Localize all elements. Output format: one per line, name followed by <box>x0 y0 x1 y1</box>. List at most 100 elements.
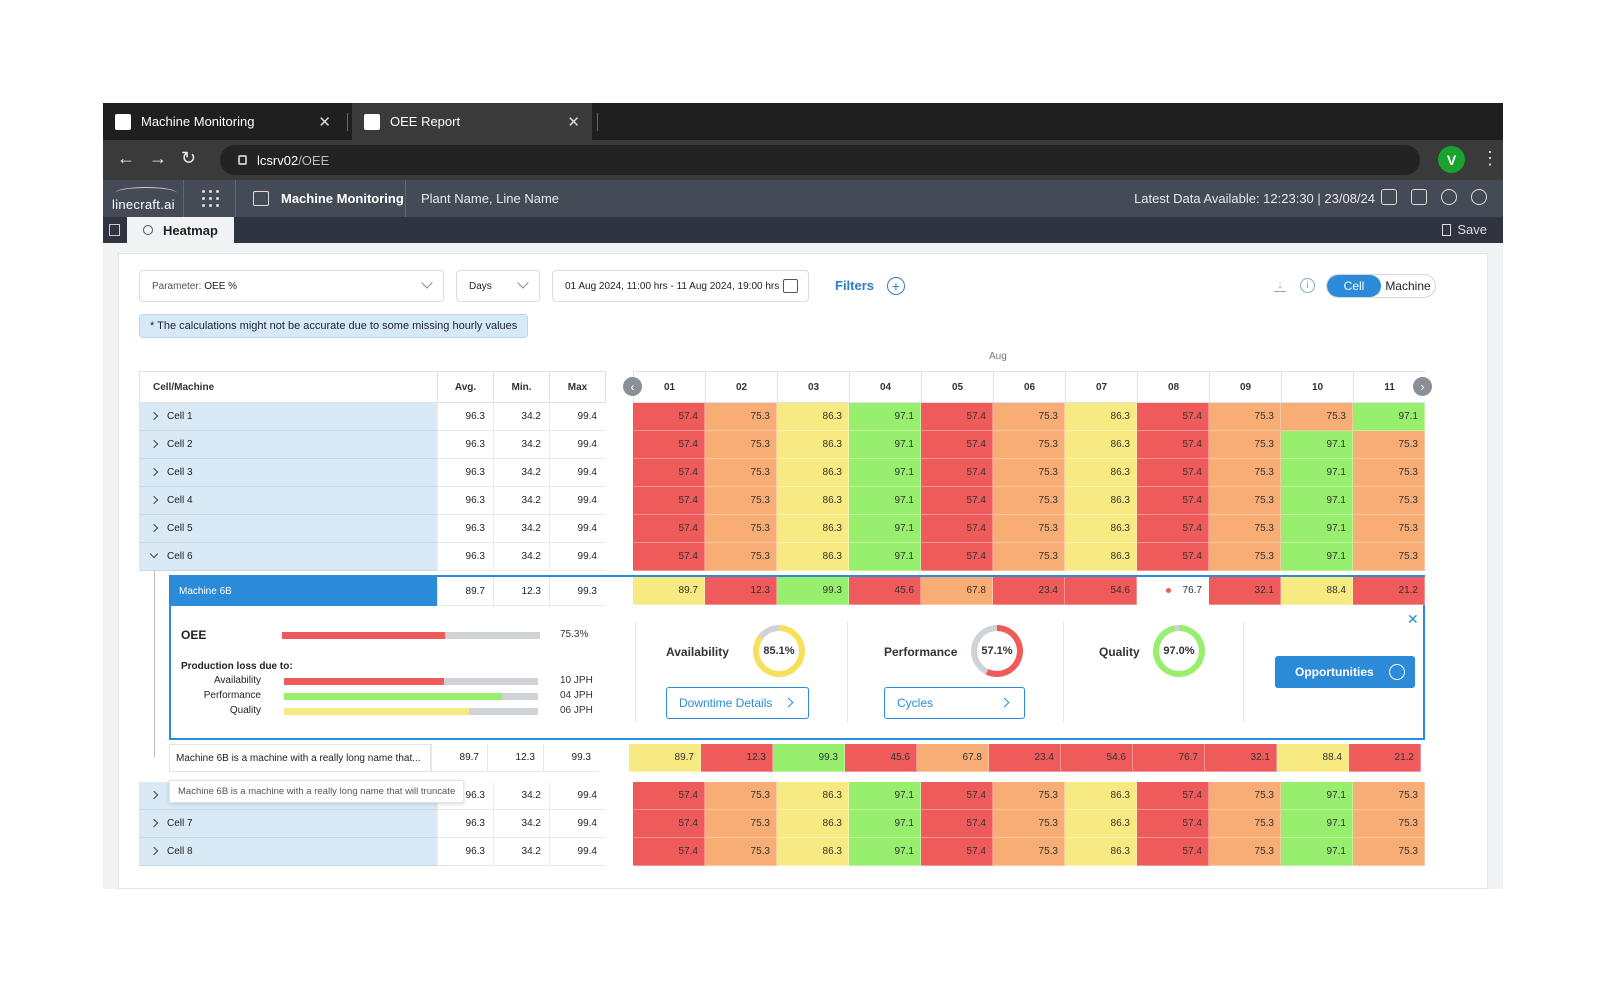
heat-cell[interactable]: 57.4 <box>921 403 993 431</box>
heat-cell[interactable]: 75.3 <box>993 810 1065 838</box>
heat-cell[interactable]: 57.4 <box>1137 487 1209 515</box>
tab-close-icon[interactable]: ✕ <box>318 114 331 131</box>
heat-cell[interactable]: 57.4 <box>1137 459 1209 487</box>
heat-cell[interactable]: 57.4 <box>1137 782 1209 810</box>
prev-days-button[interactable]: ‹ <box>623 377 642 396</box>
heat-cell[interactable]: 57.4 <box>921 487 993 515</box>
heat-cell[interactable]: 86.3 <box>1065 543 1137 571</box>
heat-cell[interactable]: 57.4 <box>921 810 993 838</box>
heat-cell[interactable]: 12.3 <box>701 744 773 772</box>
heat-cell[interactable]: 97.1 <box>1281 838 1353 866</box>
chevron-down-icon[interactable] <box>149 549 159 559</box>
heat-cell[interactable]: 75.3 <box>1353 782 1425 810</box>
machine-row-long-name[interactable]: Machine 6B is a machine with a really lo… <box>169 744 1425 772</box>
table-row[interactable]: Cell 8 96.3 34.2 99.4 <box>139 838 606 866</box>
heat-cell[interactable]: 89.7 <box>633 577 705 605</box>
megaphone-icon[interactable] <box>1381 189 1397 205</box>
forward-arrow-icon[interactable]: → <box>149 148 167 168</box>
add-filter-icon[interactable]: + <box>887 277 905 295</box>
heat-cell[interactable]: 97.1 <box>849 487 921 515</box>
heat-cell[interactable]: 67.8 <box>917 744 989 772</box>
machine-name[interactable]: Machine 6B <box>171 577 437 606</box>
heat-cell[interactable]: 54.6 <box>1065 577 1137 605</box>
gear-icon[interactable] <box>1471 189 1487 205</box>
heat-cell[interactable]: 86.3 <box>777 810 849 838</box>
heat-cell[interactable]: 57.4 <box>921 515 993 543</box>
back-arrow-icon[interactable]: ← <box>117 148 135 168</box>
parameter-select[interactable]: Parameter: OEE % <box>139 270 444 302</box>
heat-cell[interactable]: 12.3 <box>705 577 777 605</box>
machine-row-selected[interactable]: Machine 6B 89.7 12.3 99.3 89.7 12.3 99.3 45… <box>171 577 1425 606</box>
heat-cell[interactable]: 97.1 <box>1281 515 1353 543</box>
heat-cell[interactable]: 86.3 <box>1065 431 1137 459</box>
chevron-right-icon[interactable] <box>149 411 159 421</box>
table-row[interactable]: Cell 5 96.3 34.2 99.4 <box>139 515 606 543</box>
heat-cell[interactable]: 32.1 <box>1205 744 1277 772</box>
chevron-right-icon[interactable] <box>149 495 159 505</box>
heat-cell[interactable]: 57.4 <box>1137 838 1209 866</box>
heat-cell[interactable]: 75.3 <box>993 543 1065 571</box>
heat-cell[interactable]: 57.4 <box>921 543 993 571</box>
heat-cell[interactable]: 57.4 <box>921 431 993 459</box>
heat-cell[interactable]: 97.1 <box>849 782 921 810</box>
heat-cell[interactable]: 75.3 <box>993 459 1065 487</box>
heat-cell[interactable]: 99.3 <box>777 577 849 605</box>
save-button[interactable]: Save <box>1442 222 1487 237</box>
heat-cell[interactable]: 75.3 <box>1353 515 1425 543</box>
heat-cell[interactable]: 76.7 <box>1137 577 1209 605</box>
table-row[interactable]: Cell 7 96.3 34.2 99.4 <box>139 810 606 838</box>
heat-cell[interactable]: 75.3 <box>1353 543 1425 571</box>
heat-cell[interactable]: 75.3 <box>705 782 777 810</box>
heat-cell[interactable]: 57.4 <box>633 782 705 810</box>
heat-cell[interactable]: 86.3 <box>777 838 849 866</box>
heat-cell[interactable]: 97.1 <box>849 431 921 459</box>
heat-cell[interactable]: 97.1 <box>1281 487 1353 515</box>
date-range-picker[interactable]: 01 Aug 2024, 11:00 hrs - 11 Aug 2024, 19… <box>552 270 809 302</box>
heat-cell[interactable]: 97.1 <box>1281 543 1353 571</box>
url-field[interactable]: lcsrv02 /OEE <box>220 145 1420 175</box>
module-title[interactable]: Machine Monitoring <box>281 191 404 206</box>
table-row[interactable]: Cell 4 96.3 34.2 99.4 <box>139 487 606 515</box>
heat-cell[interactable]: 97.1 <box>849 403 921 431</box>
heat-cell[interactable]: 57.4 <box>633 403 705 431</box>
heat-cell[interactable]: 75.3 <box>705 431 777 459</box>
filters-button[interactable]: Filters <box>835 278 875 293</box>
heat-cell[interactable]: 97.1 <box>1281 459 1353 487</box>
heat-cell[interactable]: 75.3 <box>1353 459 1425 487</box>
heat-cell[interactable]: 76.7 <box>1133 744 1205 772</box>
heat-cell[interactable]: 45.6 <box>845 744 917 772</box>
heat-cell[interactable]: 89.7 <box>629 744 701 772</box>
heat-cell[interactable]: 21.2 <box>1349 744 1421 772</box>
heat-cell[interactable]: 75.3 <box>705 459 777 487</box>
cell-name[interactable]: Cell 8 <box>139 838 437 866</box>
heat-cell[interactable]: 75.3 <box>993 487 1065 515</box>
heat-cell[interactable]: 57.4 <box>633 459 705 487</box>
heat-cell[interactable]: 75.3 <box>1209 838 1281 866</box>
chevron-right-icon[interactable] <box>149 467 159 477</box>
next-days-button[interactable]: › <box>1413 377 1432 396</box>
heat-cell[interactable]: 75.3 <box>705 543 777 571</box>
downtime-details-button[interactable]: Downtime Details <box>666 687 809 719</box>
toggle-cell[interactable]: Cell <box>1327 275 1381 297</box>
heat-cell[interactable]: 57.4 <box>1137 543 1209 571</box>
heat-cell[interactable]: 75.3 <box>1353 431 1425 459</box>
heat-cell[interactable]: 75.3 <box>1353 838 1425 866</box>
machine-long-name[interactable]: Machine 6B is a machine with a really lo… <box>169 744 431 772</box>
heat-cell[interactable]: 57.4 <box>633 838 705 866</box>
heat-cell[interactable]: 57.4 <box>633 810 705 838</box>
heat-cell[interactable]: 75.3 <box>1353 487 1425 515</box>
heat-cell[interactable]: 97.1 <box>1281 810 1353 838</box>
chevron-right-icon[interactable] <box>149 846 159 856</box>
toggle-machine[interactable]: Machine <box>1385 279 1431 293</box>
profile-avatar[interactable]: V <box>1438 146 1465 173</box>
heat-cell[interactable]: 32.1 <box>1209 577 1281 605</box>
heat-cell[interactable]: 75.3 <box>1209 515 1281 543</box>
heat-cell[interactable]: 75.3 <box>705 838 777 866</box>
heat-cell[interactable]: 88.4 <box>1281 577 1353 605</box>
heat-cell[interactable]: 57.4 <box>633 431 705 459</box>
heat-cell[interactable]: 75.3 <box>705 515 777 543</box>
cell-name[interactable]: Cell 4 <box>139 487 437 515</box>
bell-icon[interactable] <box>1411 189 1427 205</box>
heat-cell[interactable]: 75.3 <box>705 810 777 838</box>
heat-cell[interactable]: 86.3 <box>1065 810 1137 838</box>
